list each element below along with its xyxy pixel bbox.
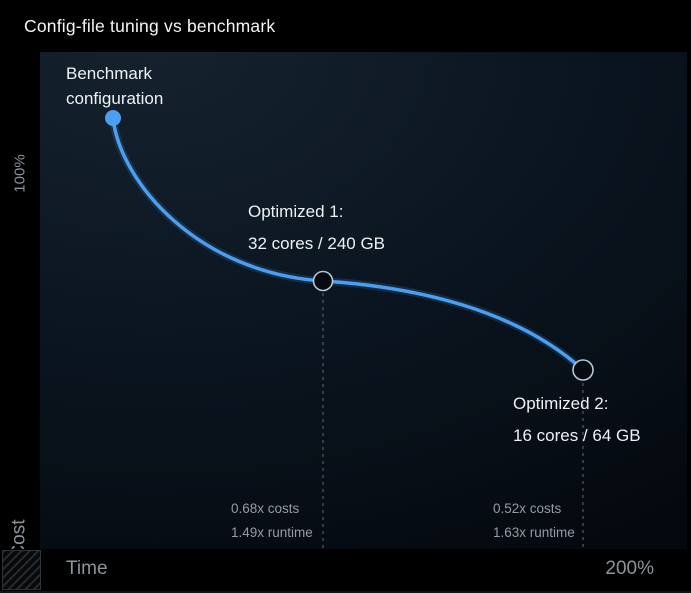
title-bar: Config-file tuning vs benchmark xyxy=(0,0,691,52)
y-axis-strip: 100% Cost xyxy=(0,52,40,559)
annotation-opt2-runtime: 1.63x runtime xyxy=(493,525,575,540)
x-axis-strip: Time 200% xyxy=(0,549,691,591)
optimized2-label: Optimized 2: xyxy=(513,394,609,413)
plot-area: Benchmark configuration Optimized 1: 32 … xyxy=(40,52,687,549)
optimized2-label-group: Optimized 2: 16 cores / 64 GB xyxy=(513,388,641,452)
page-title: Config-file tuning vs benchmark xyxy=(24,15,276,36)
optimized1-label: Optimized 1: xyxy=(248,202,344,221)
optimized2-point xyxy=(572,359,594,381)
annotation-opt1-runtime: 1.49x runtime xyxy=(231,525,313,540)
x-tick-200: 200% xyxy=(605,558,654,579)
optimized1-label-group: Optimized 1: 32 cores / 240 GB xyxy=(248,196,385,260)
benchmark-point xyxy=(105,110,121,126)
x-axis-label-time: Time xyxy=(66,558,108,579)
axis-corner-hatch xyxy=(2,550,41,590)
bottom-edge-line xyxy=(0,591,691,593)
y-tick-100: 100% xyxy=(11,153,29,193)
optimized1-config: 32 cores / 240 GB xyxy=(248,234,386,253)
optimized2-config: 16 cores / 64 GB xyxy=(513,426,641,445)
chart-svg xyxy=(105,110,594,549)
annotation-opt2-costs: 0.52x costs xyxy=(493,501,562,516)
annotation-opt1-costs: 0.68x costs xyxy=(231,501,300,516)
benchmark-label: Benchmark configuration xyxy=(66,64,164,108)
annotation-opt2: 0.52x costs 1.63x runtime xyxy=(493,497,575,545)
optimized1-point xyxy=(312,270,334,292)
annotation-opt1: 0.68x costs 1.49x runtime xyxy=(231,497,313,545)
